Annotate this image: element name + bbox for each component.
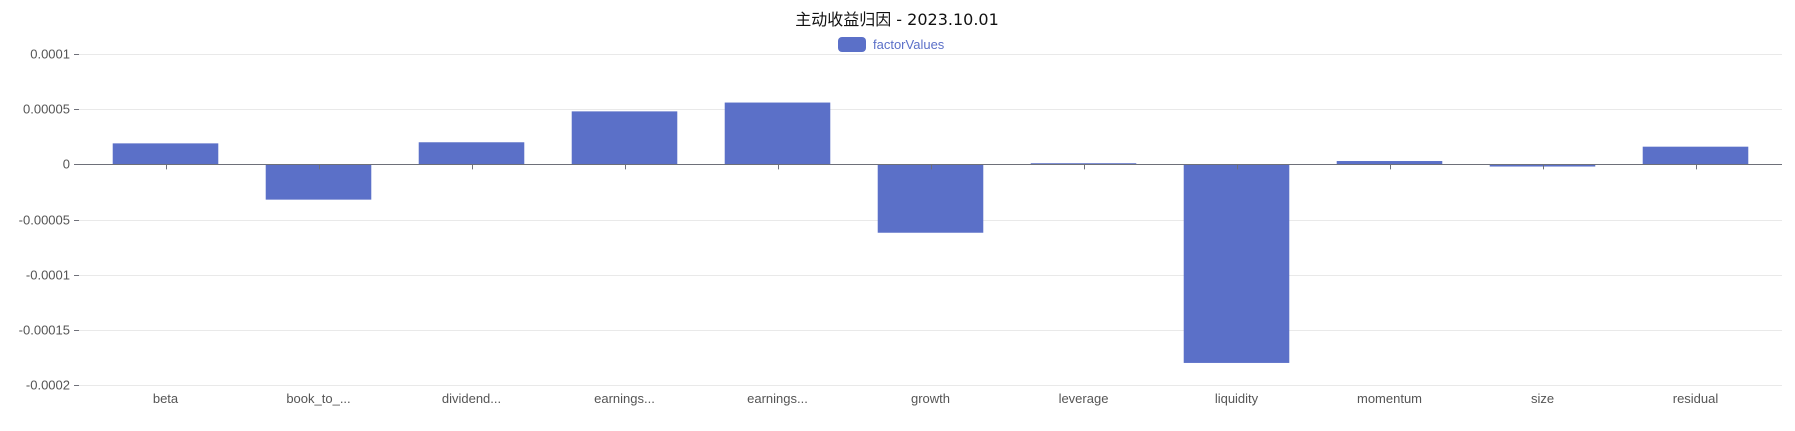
bar-10[interactable] xyxy=(1642,146,1749,165)
y-tick-label: 0.0001 xyxy=(30,47,70,62)
chart-title: 主动收益归因 - 2023.10.01 xyxy=(795,10,999,29)
y-tick-label: -0.00005 xyxy=(19,213,70,228)
x-category-label: momentum xyxy=(1357,391,1422,406)
y-tick-label: -0.0002 xyxy=(26,378,70,393)
bar-3[interactable] xyxy=(571,111,678,165)
x-category-label: earnings... xyxy=(747,391,808,406)
bar-7[interactable] xyxy=(1183,164,1290,363)
bar-6[interactable] xyxy=(1030,163,1137,165)
bar-9[interactable] xyxy=(1489,164,1596,167)
bar-5[interactable] xyxy=(877,164,984,233)
y-tick-label: 0 xyxy=(63,157,70,172)
y-tick-label: -0.00015 xyxy=(19,323,70,338)
x-category-label: dividend... xyxy=(442,391,501,406)
legend[interactable]: factorValues xyxy=(838,37,945,52)
legend-label[interactable]: factorValues xyxy=(873,37,945,52)
bar-2[interactable] xyxy=(418,142,525,165)
x-axis: beta book_to_... dividend... earnings... ear… xyxy=(79,164,1782,406)
legend-swatch[interactable] xyxy=(838,37,866,52)
x-category-label: size xyxy=(1531,391,1554,406)
bars xyxy=(112,102,1749,363)
x-category-label: leverage xyxy=(1059,391,1109,406)
bar-8[interactable] xyxy=(1336,161,1443,165)
y-tick-label: -0.0001 xyxy=(26,268,70,283)
x-category-label: beta xyxy=(153,391,179,406)
bar-1[interactable] xyxy=(265,164,372,200)
y-tick-label: 0.00005 xyxy=(23,102,70,117)
x-category-label: book_to_... xyxy=(286,391,350,406)
x-category-label: residual xyxy=(1673,391,1719,406)
x-category-label: earnings... xyxy=(594,391,655,406)
x-category-label: growth xyxy=(911,391,950,406)
y-axis: 0.0001 0.00005 0 -0.00005 -0.0001 -0.00015 -0.… xyxy=(19,47,79,393)
x-category-label: liquidity xyxy=(1215,391,1259,406)
bar-4[interactable] xyxy=(724,102,831,165)
bar-0[interactable] xyxy=(112,143,219,165)
